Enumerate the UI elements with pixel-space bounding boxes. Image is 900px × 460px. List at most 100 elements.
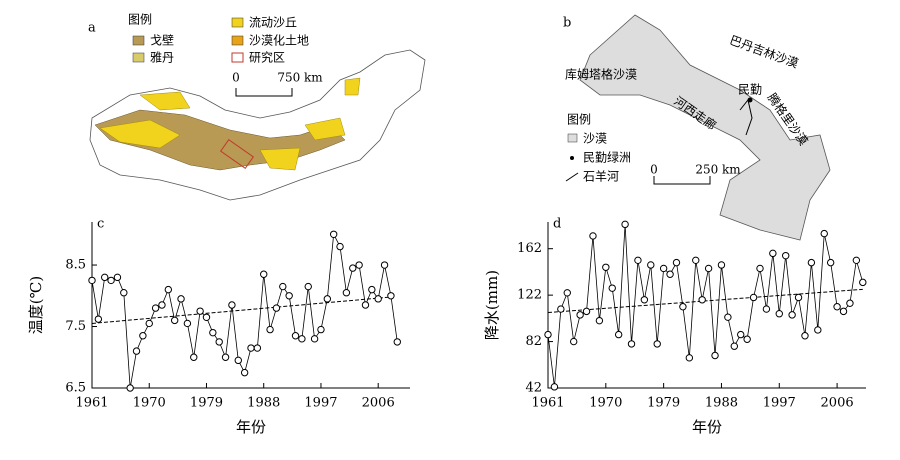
legend-swatch [231, 17, 244, 28]
scale-text: 0 [232, 71, 240, 85]
data-point [228, 301, 236, 309]
legend-swatch [132, 35, 145, 46]
data-point [298, 335, 306, 343]
y-tick-label: 42 [525, 381, 542, 396]
data-point [704, 264, 713, 273]
legend-title: 图例 [567, 113, 591, 127]
data-point [569, 337, 578, 346]
data-point [266, 325, 274, 334]
data-point [310, 335, 319, 343]
data-point [814, 326, 822, 334]
data-point [132, 347, 141, 355]
panel-label: d [553, 217, 561, 232]
x-tick-label: 2006 [821, 396, 854, 411]
data-point [794, 293, 803, 302]
data-point [88, 276, 96, 285]
data-point [672, 258, 681, 267]
data-point [272, 304, 281, 312]
data-point [177, 295, 185, 303]
data-point [659, 264, 668, 273]
legend-swatch [231, 52, 244, 63]
panel-label: a [88, 21, 96, 36]
data-point [563, 289, 571, 297]
y-tick-label: 122 [517, 288, 542, 303]
axis [547, 222, 866, 389]
province [579, 14, 831, 241]
data-point [807, 258, 816, 267]
series-line [547, 224, 864, 387]
x-tick-label: 1988 [705, 396, 738, 411]
data-point [380, 261, 389, 269]
legend-swatch [570, 156, 574, 160]
data-point [113, 273, 122, 282]
data-point [240, 368, 249, 377]
data-point [221, 353, 230, 361]
data-point [634, 256, 642, 265]
legend-text: 石羊河 [583, 169, 619, 184]
legend-text: 研究区 [249, 50, 285, 65]
scale-bar [653, 176, 711, 185]
data-point [304, 282, 312, 291]
legend-text: 雅丹 [150, 50, 174, 65]
data-point [653, 340, 661, 348]
legend-swatch [132, 52, 145, 63]
data-point [368, 285, 376, 294]
data-point [260, 270, 268, 278]
data-point [329, 230, 338, 238]
data-point [717, 261, 726, 269]
data-point [544, 330, 552, 339]
data-point [342, 289, 351, 297]
data-point [374, 295, 382, 303]
x-axis-label: 年份 [236, 418, 266, 436]
map-b [555, 14, 840, 241]
x-tick-label: 1970 [589, 396, 622, 411]
oasis-dot [747, 97, 753, 103]
data-point [158, 301, 166, 309]
x-tick-label: 1979 [647, 396, 680, 411]
country-outline [89, 49, 426, 201]
data-point [317, 325, 325, 334]
data-point [589, 232, 597, 240]
data-point [234, 356, 242, 365]
y-tick-label: 8.5 [65, 258, 86, 273]
data-point [685, 354, 694, 362]
data-point [595, 316, 604, 325]
data-point [756, 264, 764, 273]
x-axis-label: 年份 [692, 418, 722, 436]
data-point [190, 353, 198, 361]
data-point [576, 311, 584, 319]
x-tick-label: 1988 [247, 396, 280, 411]
data-point [253, 344, 262, 352]
data-point [196, 307, 204, 315]
data-point [139, 332, 147, 340]
data-point [349, 264, 357, 272]
data-point [107, 276, 115, 285]
legend-text: 戈壁 [150, 33, 174, 48]
data-point [355, 261, 363, 269]
place-label: 民勤 [738, 83, 762, 97]
data-point [209, 328, 217, 337]
panel-label: c [97, 217, 104, 232]
data-point [126, 384, 134, 392]
legend-text: 流动沙丘 [249, 16, 297, 30]
data-point [101, 273, 109, 282]
legend-text: 沙漠 [583, 132, 607, 146]
y-axis-label: 降水(mm) [483, 270, 501, 340]
legend-swatch [231, 35, 244, 46]
x-tick-label: 2006 [362, 396, 395, 411]
data-point [557, 305, 565, 313]
data-point [833, 303, 841, 311]
data-point [94, 315, 103, 323]
data-point [666, 270, 674, 278]
data-point [743, 335, 751, 343]
data-point [801, 332, 809, 340]
data-point [859, 278, 867, 287]
data-point [647, 261, 655, 269]
data-point [170, 316, 179, 325]
data-point [285, 292, 293, 300]
data-point [151, 304, 160, 312]
trend-line [91, 296, 391, 324]
data-point [788, 311, 796, 319]
x-tick-label: 1997 [304, 396, 337, 411]
map-a [89, 49, 426, 201]
